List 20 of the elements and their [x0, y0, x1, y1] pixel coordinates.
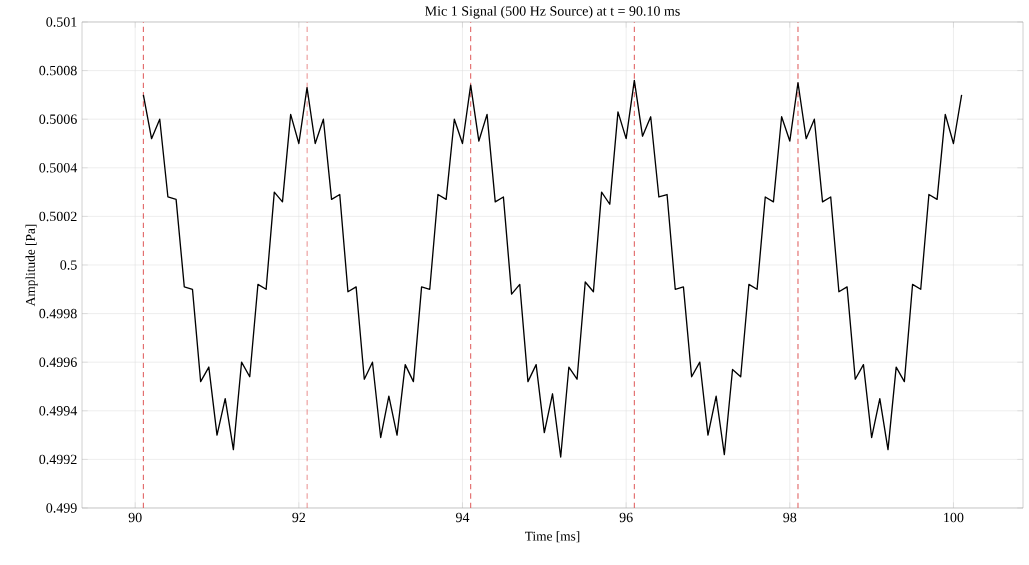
x-tick-label: 94 — [455, 512, 470, 523]
y-tick-label: 0.501 — [46, 17, 77, 27]
x-tick-label: 92 — [292, 512, 306, 523]
x-tick-label: 98 — [783, 512, 797, 523]
y-tick-label: 0.4998 — [39, 308, 77, 319]
y-tick-label: 0.5002 — [39, 211, 77, 222]
y-tick-label: 0.5 — [60, 260, 77, 270]
y-tick-label: 0.4992 — [39, 454, 77, 465]
y-tick-label: 0.4994 — [39, 406, 78, 416]
y-tick-label: 0.499 — [46, 503, 77, 513]
chart-title: Mic 1 Signal (500 Hz Source) at t = 90.10 ms — [425, 5, 680, 19]
y-tick-label: 0.5006 — [39, 114, 77, 124]
y-axis-title: Amplitude [Pa] — [25, 224, 38, 307]
x-tick-label: 100 — [944, 512, 964, 523]
y-tick-label: 0.5008 — [39, 65, 77, 76]
x-tick-label: 90 — [128, 512, 142, 523]
y-tick-label: 0.5004 — [39, 163, 78, 173]
x-axis-title: Time [ms] — [525, 531, 580, 543]
y-tick-label: 0.4996 — [39, 357, 77, 367]
x-tick-label: 96 — [619, 512, 633, 523]
